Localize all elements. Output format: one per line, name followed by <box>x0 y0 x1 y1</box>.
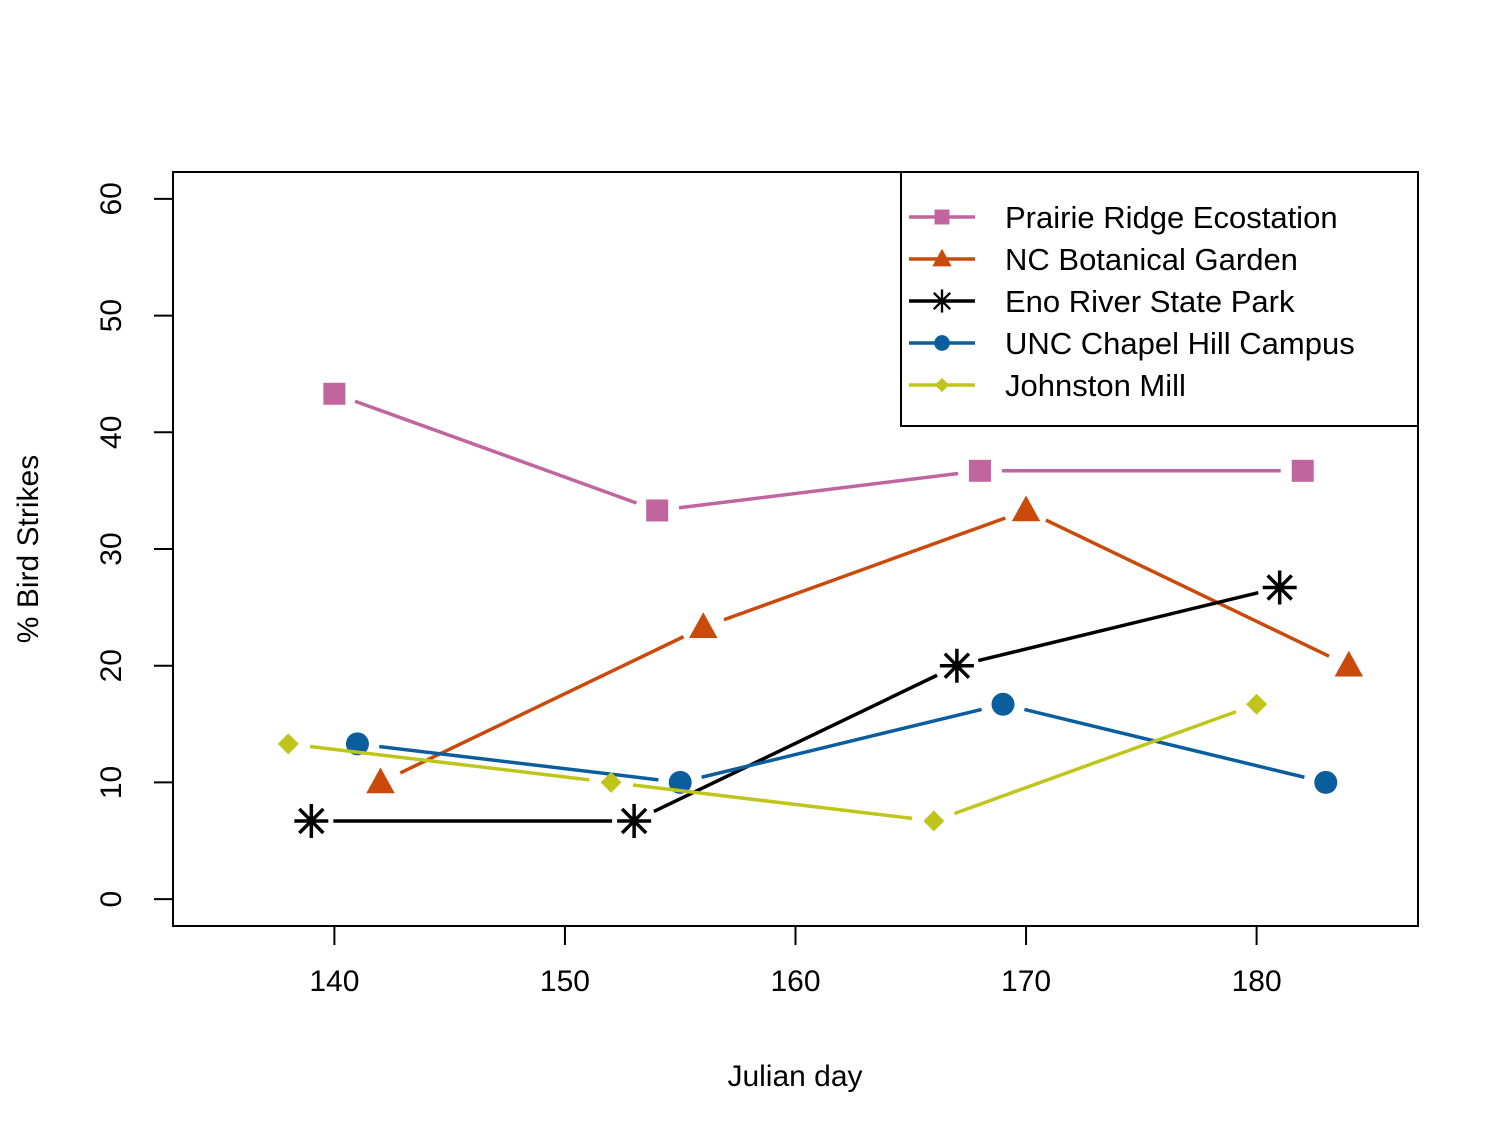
series-line-segment <box>953 710 1237 816</box>
asterisk-marker <box>617 803 652 838</box>
y-axis-label: % Bird Strikes <box>12 455 45 643</box>
y-tick-label: 10 <box>95 766 128 799</box>
asterisk-marker <box>1262 570 1297 605</box>
series-line-segment <box>977 590 1259 663</box>
legend-item: Eno River State Park <box>909 284 1295 319</box>
square-marker <box>1291 459 1314 482</box>
series-line-segment <box>653 673 938 813</box>
series-square <box>323 382 1314 522</box>
series-layer <box>277 382 1364 838</box>
square-marker <box>646 499 669 522</box>
series-circle <box>345 692 1338 794</box>
asterisk-marker <box>939 648 974 683</box>
diamond-marker <box>1246 693 1268 715</box>
series-asterisk <box>294 570 1297 838</box>
asterisk-marker <box>930 289 954 313</box>
diamond-marker <box>277 733 299 755</box>
circle-marker <box>991 692 1015 716</box>
legend-label: Prairie Ridge Ecostation <box>1005 200 1338 235</box>
series-line-segment <box>399 635 685 775</box>
square-marker <box>968 459 991 482</box>
series-line-segment <box>701 707 983 779</box>
y-tick-label: 30 <box>95 532 128 565</box>
legend-item: Prairie Ridge Ecostation <box>909 200 1338 235</box>
y-tick-label: 20 <box>95 649 128 682</box>
y-tick-label: 60 <box>95 182 128 215</box>
y-axis: 0 10 20 30 40 50 60 <box>95 182 174 908</box>
x-tick-label: 180 <box>1232 965 1282 998</box>
legend-item: NC Botanical Garden <box>909 242 1298 277</box>
series-line-segment <box>678 471 959 510</box>
y-tick-label: 0 <box>95 891 128 908</box>
diamond-marker <box>934 377 950 393</box>
legend: Prairie Ridge Ecostation NC Botanical Gar… <box>900 171 1419 427</box>
legend-label: Eno River State Park <box>1005 284 1295 319</box>
x-tick-label: 170 <box>1001 965 1051 998</box>
legend-item: Johnston Mill <box>909 368 1186 403</box>
triangle-marker <box>689 612 718 639</box>
x-tick-label: 150 <box>540 965 590 998</box>
series-line-segment <box>1045 518 1330 658</box>
legend-label: Johnston Mill <box>1005 368 1186 403</box>
x-axis: 140 150 160 170 180 <box>309 925 1282 998</box>
diamond-marker <box>600 771 622 793</box>
triangle-marker <box>366 767 395 794</box>
square-marker <box>934 209 950 225</box>
legend-label: NC Botanical Garden <box>1005 242 1298 277</box>
series-line-segment <box>632 783 913 821</box>
series-line-segment <box>1023 707 1305 779</box>
diamond-marker <box>923 810 945 832</box>
series-line-segment <box>723 516 1006 622</box>
triangle-marker <box>1011 495 1041 522</box>
x-tick-label: 140 <box>309 965 359 998</box>
series-diamond <box>277 693 1268 832</box>
triangle-marker <box>1334 650 1364 677</box>
legend-label: UNC Chapel Hill Campus <box>1005 326 1355 361</box>
square-marker <box>323 382 346 405</box>
x-tick-label: 160 <box>770 965 820 998</box>
triangle-marker <box>932 248 952 267</box>
x-axis-label: Julian day <box>727 1060 862 1093</box>
legend-box <box>900 171 1419 427</box>
series-line-segment <box>309 744 590 782</box>
circle-marker <box>345 732 369 756</box>
y-tick-label: 50 <box>95 299 128 332</box>
circle-marker <box>934 335 950 351</box>
asterisk-marker <box>294 803 329 838</box>
series-line-segment <box>354 399 638 505</box>
circle-marker <box>1314 770 1338 794</box>
circle-marker <box>668 770 692 794</box>
legend-item: UNC Chapel Hill Campus <box>909 326 1355 361</box>
y-tick-label: 40 <box>95 416 128 449</box>
series-triangle <box>366 495 1364 794</box>
